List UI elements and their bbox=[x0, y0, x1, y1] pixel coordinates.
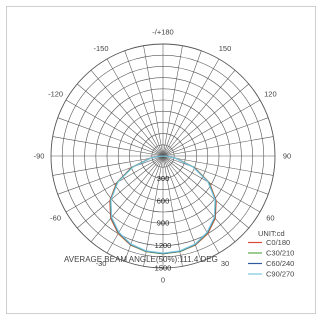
angle-label: -30 bbox=[96, 259, 107, 268]
angle-label: 120 bbox=[264, 90, 277, 99]
grid-spoke bbox=[162, 70, 236, 157]
grid-spoke bbox=[162, 45, 183, 157]
grid-spoke bbox=[162, 50, 202, 157]
legend-label: C60/240 bbox=[266, 259, 294, 268]
grid-spoke bbox=[90, 70, 164, 157]
grid-spoke bbox=[52, 136, 164, 157]
legend-label: C30/210 bbox=[266, 249, 294, 258]
grid-spoke bbox=[162, 155, 274, 176]
chart-frame bbox=[6, 6, 316, 314]
grid-spoke bbox=[90, 155, 164, 242]
grid-spoke bbox=[162, 155, 183, 267]
angle-label: -60 bbox=[50, 214, 61, 223]
unit-label: UNIT:cd bbox=[258, 229, 285, 238]
grid-spoke bbox=[124, 50, 164, 157]
radial-tick-label: 300 bbox=[157, 174, 170, 183]
radial-tick-labels: 300 600 900 1200 1500 bbox=[155, 174, 172, 273]
angle-label: 90 bbox=[283, 152, 291, 161]
grid-spoke bbox=[162, 136, 274, 157]
polar-grid bbox=[50, 43, 276, 269]
angle-label: 0 bbox=[161, 276, 165, 285]
grid-spoke bbox=[77, 155, 164, 229]
grid-spoke bbox=[143, 155, 164, 267]
beam-angle-footer: AVERAGE BEAM ANGLE(50%):111.4 DEG bbox=[64, 255, 218, 264]
angle-labels: -/+180-150 150-120 120-90 90-60 60-30 300 bbox=[34, 28, 292, 285]
angle-label: -90 bbox=[34, 152, 45, 161]
angle-label: 60 bbox=[266, 214, 274, 223]
radial-tick-label: 900 bbox=[157, 219, 170, 228]
series-line-3 bbox=[110, 155, 216, 254]
grid-spoke bbox=[162, 155, 261, 213]
grid-spoke bbox=[162, 155, 220, 254]
grid-spoke bbox=[162, 58, 220, 157]
grid-spoke bbox=[65, 155, 164, 213]
grid-spoke bbox=[57, 155, 164, 195]
angle-label: -150 bbox=[93, 44, 108, 53]
grid-spoke bbox=[106, 155, 164, 254]
grid-spoke bbox=[162, 83, 249, 157]
grid-spoke bbox=[52, 155, 164, 176]
legend-label: C0/180 bbox=[266, 238, 290, 247]
legend-label: C90/270 bbox=[266, 270, 294, 279]
radial-tick-label: 600 bbox=[157, 196, 170, 205]
angle-label: -120 bbox=[48, 90, 63, 99]
radial-tick-label: 1200 bbox=[155, 241, 172, 250]
grid-spoke bbox=[57, 117, 164, 157]
grid-spoke bbox=[77, 83, 164, 157]
grid-spoke bbox=[162, 155, 249, 229]
grid-spoke bbox=[106, 58, 164, 157]
grid-spoke bbox=[143, 45, 164, 157]
grid-spoke bbox=[162, 117, 269, 157]
angle-label: 150 bbox=[219, 44, 232, 53]
grid-spoke bbox=[162, 155, 269, 195]
grid-spoke bbox=[162, 155, 236, 242]
series-curves bbox=[109, 155, 217, 255]
grid-spoke bbox=[162, 99, 261, 157]
grid-spoke bbox=[65, 99, 164, 157]
radial-tick-label: 1500 bbox=[155, 264, 172, 273]
angle-label: 30 bbox=[221, 259, 229, 268]
angle-label: -/+180 bbox=[152, 28, 173, 37]
